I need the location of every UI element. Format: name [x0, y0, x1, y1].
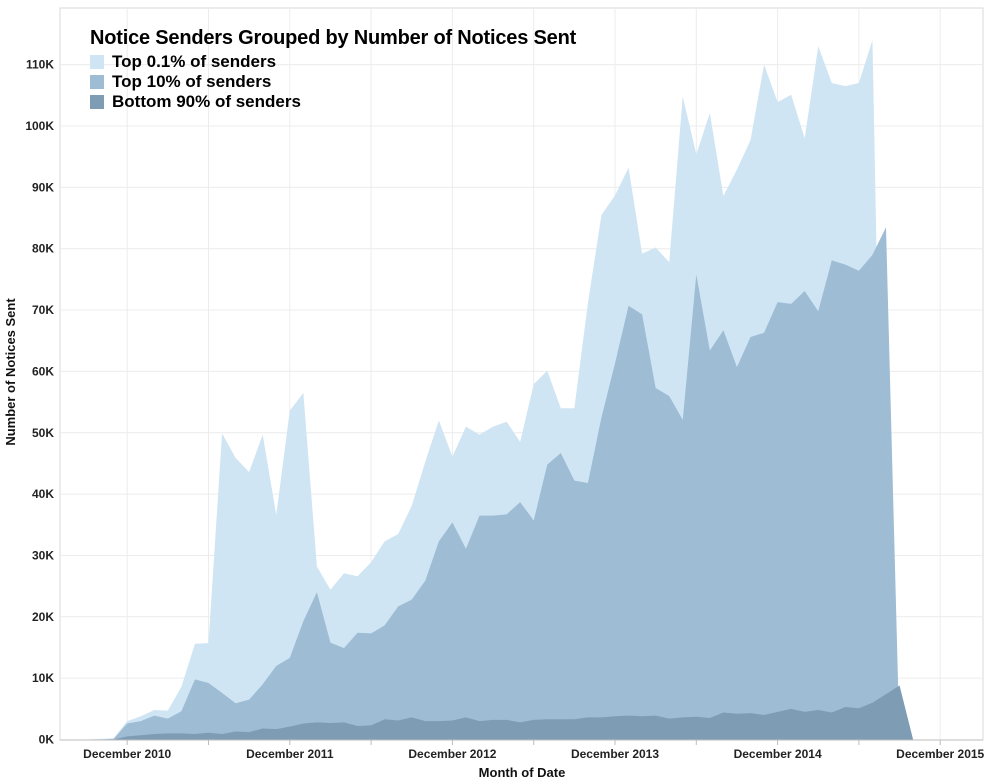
y-tick-label: 0K	[39, 733, 55, 747]
x-tick-label: December 2012	[408, 747, 496, 761]
y-tick-label: 110K	[26, 58, 54, 72]
axes: 0K 10K 20K 30K 40K 50K 60K 70K 80K 90K 100K 110K Dec…	[3, 58, 984, 780]
y-tick-label: 60K	[32, 364, 54, 378]
x-tick-label: December 2013	[571, 747, 659, 761]
x-tick-label: December 2014	[734, 747, 822, 761]
y-tick-label: 80K	[32, 242, 54, 256]
x-axis-title: Month of Date	[479, 765, 566, 780]
x-tick-label: December 2010	[83, 747, 171, 761]
area-series-bottom-90	[73, 685, 914, 740]
area-series-top-10	[73, 227, 900, 740]
y-tick-label: 10K	[32, 671, 54, 685]
y-tick-label: 100K	[25, 119, 54, 133]
y-tick-label: 50K	[32, 426, 54, 440]
area-series-layer	[73, 40, 914, 740]
y-tick-label: 20K	[32, 610, 54, 624]
x-tick-label: December 2015	[896, 747, 984, 761]
y-tick-label: 40K	[32, 487, 54, 501]
y-axis-title: Number of Notices Sent	[3, 298, 18, 446]
y-tick-label: 30K	[32, 548, 54, 562]
y-tick-label: 90K	[32, 180, 54, 194]
y-tick-label: 70K	[32, 303, 54, 317]
x-tick-label: December 2011	[246, 747, 334, 761]
